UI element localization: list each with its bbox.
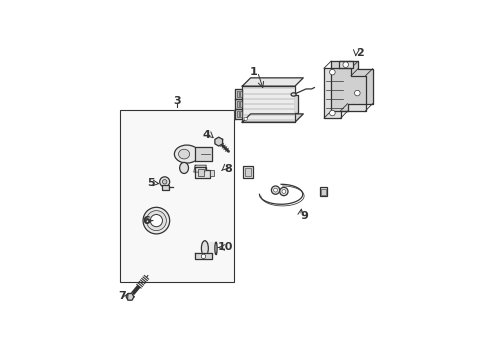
Polygon shape: [195, 253, 211, 260]
Bar: [236, 111, 239, 117]
Bar: [162, 185, 169, 190]
Polygon shape: [235, 109, 242, 119]
Circle shape: [329, 110, 334, 116]
Bar: [236, 91, 239, 97]
Circle shape: [329, 69, 334, 75]
Polygon shape: [214, 137, 222, 146]
Polygon shape: [126, 293, 134, 300]
Polygon shape: [338, 61, 352, 68]
Bar: [243, 166, 252, 178]
Circle shape: [143, 207, 169, 234]
Text: 9: 9: [300, 211, 308, 221]
Circle shape: [150, 215, 162, 227]
Bar: [240, 91, 242, 97]
Polygon shape: [235, 89, 242, 99]
Polygon shape: [242, 78, 303, 86]
Bar: [320, 189, 325, 195]
Circle shape: [279, 187, 287, 195]
Circle shape: [162, 180, 166, 184]
Text: 4: 4: [202, 130, 210, 140]
Bar: [120, 110, 233, 282]
Text: 6: 6: [142, 216, 149, 226]
Bar: [198, 169, 203, 176]
Polygon shape: [242, 114, 303, 122]
Bar: [210, 170, 214, 176]
Circle shape: [273, 188, 277, 192]
Polygon shape: [201, 242, 216, 255]
Text: 8: 8: [224, 164, 231, 174]
Polygon shape: [195, 167, 210, 177]
Ellipse shape: [214, 242, 217, 255]
Polygon shape: [294, 95, 298, 113]
Ellipse shape: [179, 162, 188, 174]
Polygon shape: [330, 61, 372, 111]
Ellipse shape: [178, 149, 189, 159]
Ellipse shape: [290, 93, 295, 96]
Circle shape: [146, 211, 166, 231]
Circle shape: [342, 62, 348, 67]
Text: 3: 3: [173, 96, 181, 105]
Polygon shape: [324, 68, 365, 118]
Bar: [240, 111, 242, 117]
Ellipse shape: [174, 145, 199, 163]
Ellipse shape: [201, 241, 208, 256]
Text: 7: 7: [119, 291, 126, 301]
Text: 2: 2: [355, 48, 363, 58]
Circle shape: [282, 190, 285, 193]
Polygon shape: [195, 147, 211, 161]
Text: 10: 10: [217, 243, 232, 252]
Polygon shape: [242, 86, 294, 122]
Text: 5: 5: [147, 178, 154, 188]
Circle shape: [201, 254, 205, 258]
Bar: [240, 101, 242, 107]
Bar: [236, 101, 239, 107]
Circle shape: [160, 177, 169, 187]
Bar: [244, 168, 250, 176]
Circle shape: [354, 90, 359, 96]
Text: 1: 1: [249, 67, 257, 77]
Polygon shape: [235, 99, 242, 109]
Circle shape: [244, 117, 247, 121]
Circle shape: [271, 186, 279, 194]
Bar: [319, 187, 326, 195]
Polygon shape: [193, 165, 206, 172]
